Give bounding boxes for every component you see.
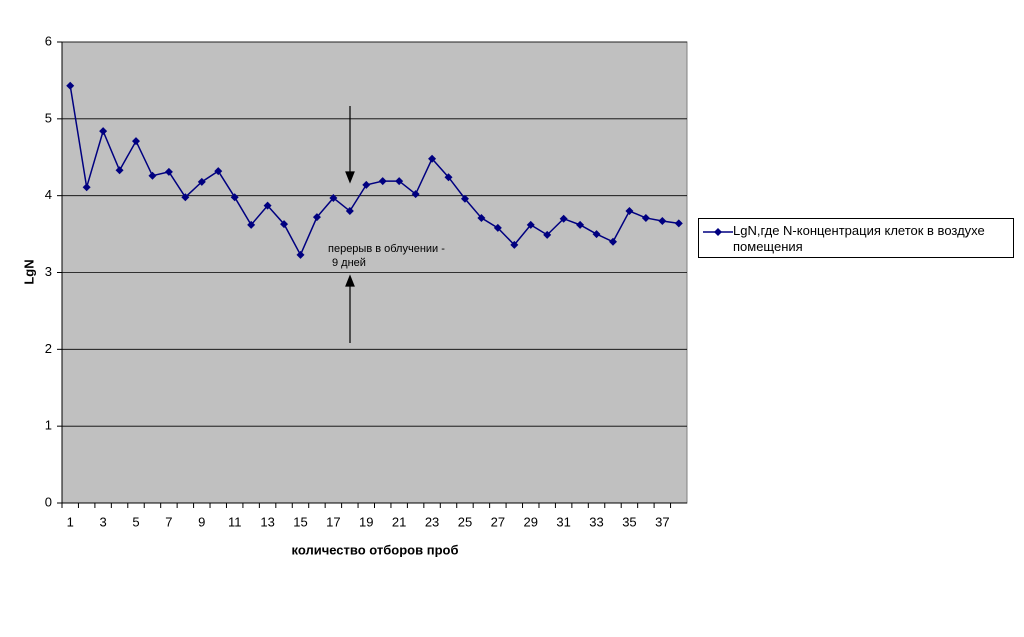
x-axis-title: количество отборов проб: [292, 542, 459, 557]
x-tick-label: 3: [100, 514, 107, 529]
data-point: [444, 173, 453, 182]
data-point: [510, 240, 519, 249]
data-point: [312, 213, 321, 222]
data-point: [82, 183, 91, 192]
data-point: [674, 219, 683, 228]
x-tick-label: 13: [260, 514, 274, 529]
x-tick-label: 9: [198, 514, 205, 529]
x-tick-label: 33: [589, 514, 603, 529]
y-tick-label: 6: [45, 33, 52, 48]
data-point: [181, 193, 190, 202]
data-point: [411, 190, 420, 199]
x-tick-label: 19: [359, 514, 373, 529]
data-point: [477, 213, 486, 222]
data-point: [592, 230, 601, 239]
data-point: [280, 220, 289, 229]
x-tick-label: 23: [425, 514, 439, 529]
data-point: [115, 166, 124, 175]
x-tick-label: 25: [458, 514, 472, 529]
y-tick-label: 0: [45, 494, 52, 509]
data-point: [395, 177, 404, 186]
x-tick-label: 1: [67, 514, 74, 529]
y-tick-label: 5: [45, 110, 52, 125]
data-point: [296, 250, 305, 259]
data-point: [247, 220, 256, 229]
data-point: [526, 220, 535, 229]
legend: LgN,где N-концентрация клеток в воздухе …: [698, 218, 1014, 258]
data-point: [658, 217, 667, 226]
data-point: [164, 167, 173, 176]
y-tick-label: 4: [45, 187, 52, 202]
x-tick-label: 17: [326, 514, 340, 529]
y-tick-label: 2: [45, 341, 52, 356]
y-tick-label: 3: [45, 264, 52, 279]
x-tick-label: 27: [491, 514, 505, 529]
annotation: перерыв в облучении -: [328, 243, 445, 255]
x-tick-label: 31: [556, 514, 570, 529]
x-tick-label: 7: [165, 514, 172, 529]
data-point: [214, 167, 223, 176]
data-point: [428, 154, 437, 163]
x-tick-label: 5: [132, 514, 139, 529]
data-point: [625, 207, 634, 216]
data-point: [543, 230, 552, 239]
legend-label: LgN,где N-концентрация клеток в воздухе …: [733, 223, 985, 254]
arrows: [345, 106, 355, 343]
data-point: [362, 180, 371, 189]
data-point: [460, 194, 469, 203]
legend-swatch: [703, 228, 733, 236]
data-point: [329, 193, 338, 202]
x-tick-label: 35: [622, 514, 636, 529]
data-point: [197, 177, 206, 186]
data-point: [378, 177, 387, 186]
x-tick-label: 21: [392, 514, 406, 529]
x-tick-label: 37: [655, 514, 669, 529]
data-point: [148, 171, 157, 180]
y-axis-title: LgN: [21, 259, 36, 284]
data-point: [99, 127, 108, 136]
annotation: 9 дней: [332, 257, 366, 269]
data-point: [263, 201, 272, 210]
data-point: [641, 213, 650, 222]
x-tick-label: 15: [293, 514, 307, 529]
y-tick-label: 1: [45, 418, 52, 433]
x-tick-label: 29: [524, 514, 538, 529]
data-point: [559, 214, 568, 223]
data-point: [132, 137, 141, 146]
data-point: [493, 223, 502, 232]
x-tick-label: 11: [228, 514, 242, 529]
data-point: [230, 193, 239, 202]
data-point: [608, 237, 617, 246]
data-point: [66, 81, 75, 90]
data-point: [345, 207, 354, 216]
data-point: [576, 220, 585, 229]
